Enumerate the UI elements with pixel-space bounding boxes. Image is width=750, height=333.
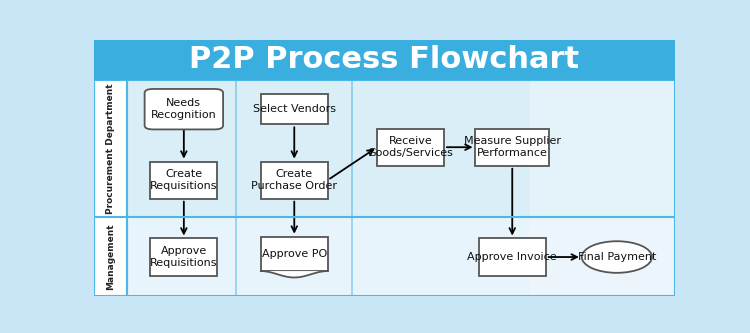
Bar bbox=[151, 238, 217, 276]
Bar bbox=[128, 80, 675, 217]
Text: Receive
Goods/Services: Receive Goods/Services bbox=[368, 136, 454, 159]
Text: Create
Purchase Order: Create Purchase Order bbox=[251, 169, 338, 191]
Text: Measure Supplier
Performance: Measure Supplier Performance bbox=[464, 136, 561, 159]
Bar bbox=[530, 80, 675, 296]
Polygon shape bbox=[261, 271, 328, 277]
Ellipse shape bbox=[582, 241, 652, 273]
Bar bbox=[128, 80, 675, 296]
Text: Approve PO: Approve PO bbox=[262, 249, 327, 259]
Text: Create
Requisitions: Create Requisitions bbox=[150, 169, 217, 191]
Text: Management: Management bbox=[106, 223, 115, 290]
Bar bbox=[128, 217, 675, 296]
Text: P2P Process Flowchart: P2P Process Flowchart bbox=[189, 45, 580, 74]
Text: Approve Invoice: Approve Invoice bbox=[467, 252, 557, 262]
Bar bbox=[261, 236, 328, 271]
Bar bbox=[261, 162, 328, 199]
Text: Select Vendors: Select Vendors bbox=[253, 104, 336, 114]
Text: Needs
Recognition: Needs Recognition bbox=[151, 98, 217, 121]
Bar bbox=[476, 129, 549, 166]
Text: Approve
Requisitions: Approve Requisitions bbox=[150, 246, 217, 268]
FancyBboxPatch shape bbox=[145, 89, 223, 130]
Bar bbox=[94, 40, 675, 80]
Bar bbox=[94, 80, 128, 296]
Bar bbox=[151, 162, 217, 199]
Bar bbox=[377, 129, 444, 166]
Text: Procurement Department: Procurement Department bbox=[106, 83, 115, 214]
Text: Final Payment: Final Payment bbox=[578, 252, 656, 262]
Bar bbox=[478, 238, 546, 276]
Bar bbox=[261, 94, 328, 125]
